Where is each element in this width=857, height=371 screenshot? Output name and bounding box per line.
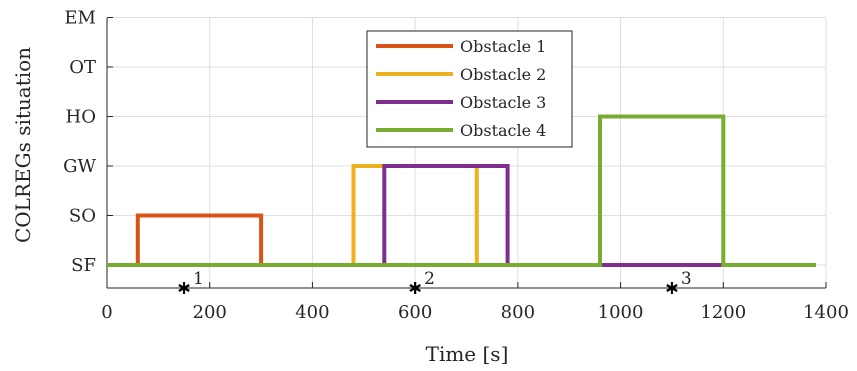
y-tick-label: EM — [64, 8, 96, 29]
legend-box — [366, 30, 573, 148]
y-tick-label: SO — [69, 206, 96, 227]
y-tick-label: GW — [63, 156, 96, 177]
event-marker-label: 2 — [424, 269, 435, 289]
series-layer — [107, 114, 816, 267]
event-marker: 3 — [666, 269, 692, 294]
series-line-obstacle-4 — [107, 114, 816, 267]
series-line-obstacle-1 — [107, 213, 816, 267]
event-marker: 2 — [409, 269, 435, 294]
x-tick-label: 800 — [501, 302, 535, 323]
event-marker-label: 3 — [681, 269, 692, 289]
y-tick-label: HO — [66, 107, 96, 128]
x-tick-label: 1400 — [803, 302, 849, 323]
asterisk-stroke — [666, 284, 678, 292]
x-tick-label: 600 — [398, 302, 432, 323]
asterisk-stroke — [409, 284, 421, 292]
axes-layer: 0 200 400 600 800 1000 1200 1400 SF SO GW HO OT EM — [63, 8, 849, 324]
y-tick-label: OT — [69, 57, 96, 78]
y-tick-label: SF — [71, 255, 96, 276]
x-axis-label: Time [s] — [426, 342, 509, 366]
legend-label-obstacle-2: Obstacle 2 — [460, 65, 546, 84]
x-tick-label: 1200 — [700, 302, 746, 323]
event-marker: 1 — [178, 269, 204, 294]
x-tick-label: 200 — [193, 302, 227, 323]
legend: Obstacle 1 Obstacle 2 Obstacle 3 Obstacle 4 — [366, 30, 573, 148]
x-tick-label: 400 — [295, 302, 329, 323]
event-marker-label: 1 — [193, 269, 204, 289]
x-tick-label: 0 — [101, 302, 112, 323]
legend-label-obstacle-3: Obstacle 3 — [460, 93, 546, 112]
x-tick-label: 1000 — [598, 302, 644, 323]
marker-layer: 1 2 3 — [178, 269, 692, 294]
asterisk-stroke — [178, 284, 190, 292]
legend-label-obstacle-1: Obstacle 1 — [460, 37, 546, 56]
y-axis-label: COLREGs situation — [11, 47, 35, 243]
legend-label-obstacle-4: Obstacle 4 — [460, 121, 546, 140]
